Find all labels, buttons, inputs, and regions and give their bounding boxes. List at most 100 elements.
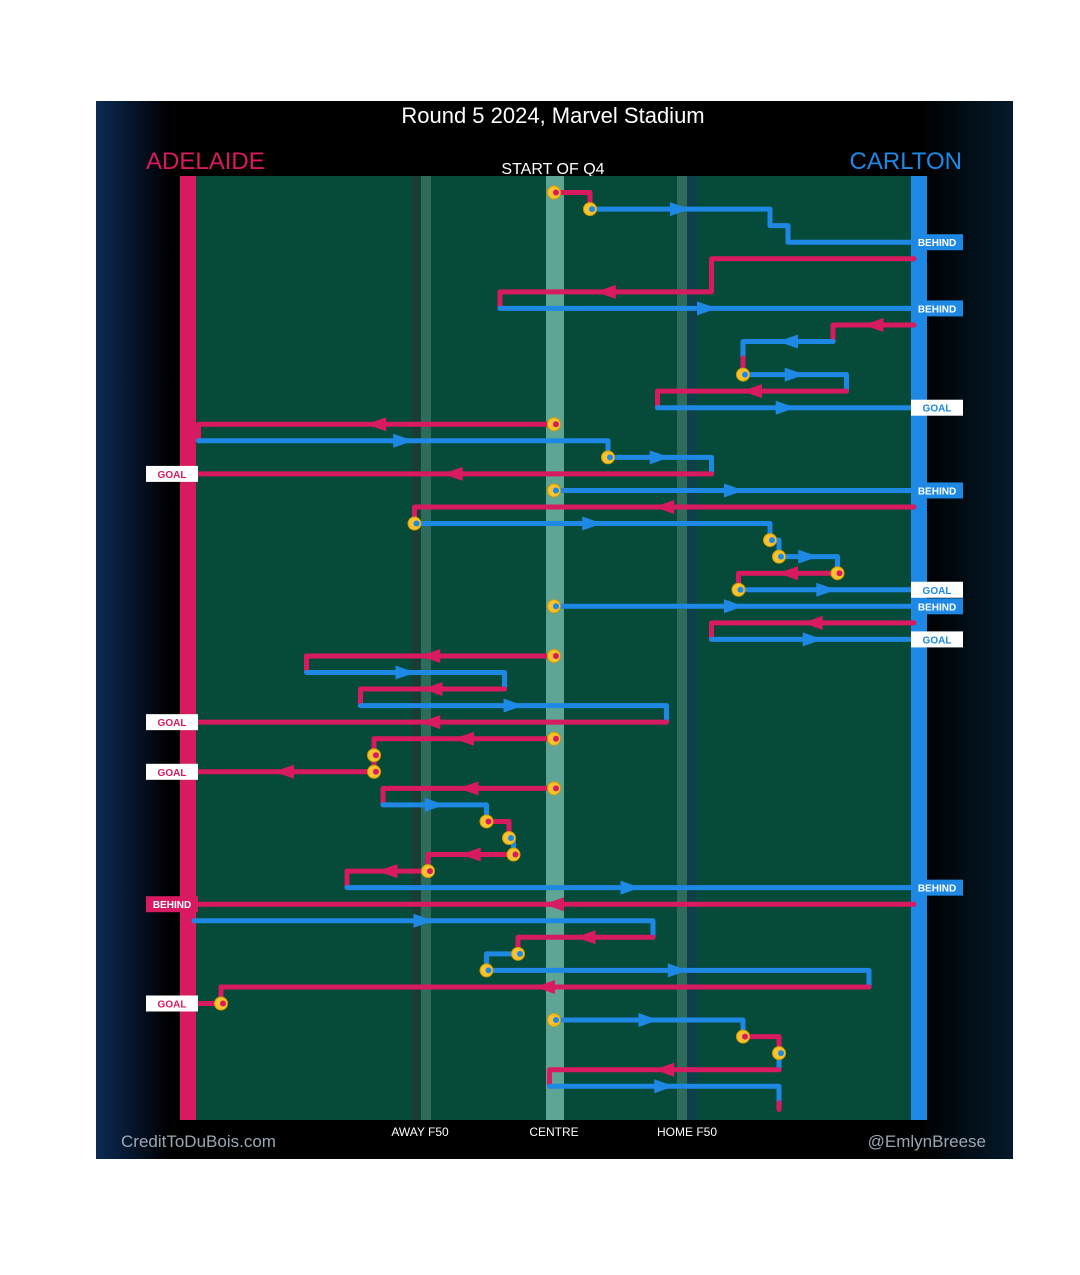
chain-path <box>304 653 557 675</box>
result-label-box <box>146 896 198 913</box>
stoppage-marker-dot <box>517 950 523 957</box>
result-label: GOAL <box>146 995 198 1012</box>
chain-arrow <box>798 549 819 564</box>
chain-arrow <box>422 682 443 697</box>
chain-arrow <box>458 781 479 796</box>
possession-chain <box>196 417 561 444</box>
possession-chain <box>740 334 836 361</box>
result-label-text: BEHIND <box>153 900 191 911</box>
possession-chain <box>601 450 714 477</box>
chain-path <box>196 421 557 444</box>
stoppage-marker-dot <box>553 487 559 494</box>
possession-chain <box>655 400 917 415</box>
carlton-goal-line <box>911 176 927 1120</box>
chain-path <box>740 372 849 394</box>
chain-path <box>358 686 507 709</box>
home-f50-band <box>687 176 697 1120</box>
result-label: BEHIND <box>911 879 963 896</box>
possession-chain <box>731 582 917 597</box>
possession-chain <box>358 682 507 709</box>
possession-chain <box>547 599 917 614</box>
possession-chain <box>479 963 872 990</box>
chain-arrow <box>802 615 823 630</box>
chain-arrow <box>393 433 414 448</box>
stoppage-marker-dot <box>553 652 559 659</box>
result-label: BEHIND <box>911 598 963 615</box>
stoppage-marker-dot <box>589 206 595 213</box>
result-label: GOAL <box>146 465 198 482</box>
possession-chain <box>709 632 917 647</box>
result-label-text: BEHIND <box>918 884 956 895</box>
chain-arrow <box>503 698 524 713</box>
possession-chain <box>772 1046 786 1073</box>
result-label-box <box>911 598 963 615</box>
chain-path <box>191 918 656 940</box>
chain-path <box>547 1067 782 1089</box>
result-labels: BEHIND BEHIND GOAL GOAL BEHIND GOAL BEHIND GOAL… <box>146 234 963 1012</box>
chain-arrow <box>784 367 805 382</box>
result-label-box <box>911 581 963 598</box>
chain-arrow <box>724 599 744 614</box>
stoppage-marker-dot <box>512 851 519 858</box>
possession-chain <box>736 367 849 394</box>
possession-chain <box>497 256 917 311</box>
stoppage-marker-dot <box>836 570 843 577</box>
stoppage-marker-dot <box>553 603 559 610</box>
chain-arrow <box>442 466 463 481</box>
result-label: GOAL <box>911 399 963 416</box>
chain-arrow <box>649 450 670 465</box>
stoppage-marker-dot <box>485 967 492 974</box>
home-f50-label: HOME F50 <box>657 1125 717 1139</box>
away-f50-band <box>412 176 420 1120</box>
away-f50-label: AWAY F50 <box>391 1125 449 1139</box>
chain-path <box>740 339 836 361</box>
chain-arrow <box>535 979 555 994</box>
stoppage-marker-dot <box>778 1050 784 1057</box>
possession-chains <box>191 185 917 1112</box>
stoppage-marker-dot <box>413 520 420 527</box>
stoppage-marker-dot <box>778 553 784 560</box>
result-label-text: BEHIND <box>918 238 956 249</box>
chain-arrow <box>454 731 474 746</box>
chain-path <box>497 256 917 311</box>
result-label-box <box>911 631 963 648</box>
chain-arrow <box>274 764 294 779</box>
adelaide-goal-line <box>180 176 196 1120</box>
result-label: GOAL <box>911 581 963 598</box>
result-label: GOAL <box>911 631 963 648</box>
possession-chain <box>547 483 917 498</box>
stoppage-marker-dot <box>607 454 613 461</box>
stoppage-marker-dot <box>769 537 775 544</box>
chain-arrow <box>778 334 798 349</box>
stoppage-marker-dot <box>508 835 514 841</box>
stoppage-marker-dot <box>742 1033 748 1040</box>
chart-subtitle: START OF Q4 <box>501 161 604 178</box>
chain-path <box>547 1083 782 1106</box>
possession-chain <box>191 764 381 779</box>
possession-chain <box>344 864 435 891</box>
stoppage-marker-dot <box>553 735 559 742</box>
chain-arrow <box>544 897 564 912</box>
chain-path <box>380 785 557 808</box>
chain-arrow <box>670 202 690 217</box>
chain-arrow <box>778 566 798 581</box>
chain-path <box>830 322 917 344</box>
possession-chain <box>547 1062 782 1089</box>
chain-arrow <box>654 1079 675 1094</box>
possession-chain <box>358 698 669 725</box>
result-label-box <box>911 300 963 317</box>
chain-arrow <box>775 400 796 415</box>
result-label-text: GOAL <box>158 470 187 481</box>
result-label-text: GOAL <box>158 1000 187 1011</box>
left-team-label: ADELAIDE <box>146 148 265 175</box>
result-label: BEHIND <box>146 896 198 913</box>
result-label-box <box>911 399 963 416</box>
chain-arrow <box>654 1062 675 1077</box>
result-label-text: BEHIND <box>918 602 956 613</box>
right-team-label: CARLTON <box>850 148 962 175</box>
possession-chain <box>484 946 525 973</box>
chain-arrow <box>802 632 823 647</box>
chain-arrow <box>863 317 884 332</box>
result-label-text: BEHIND <box>918 486 956 497</box>
stoppage-marker-dot <box>485 818 492 825</box>
